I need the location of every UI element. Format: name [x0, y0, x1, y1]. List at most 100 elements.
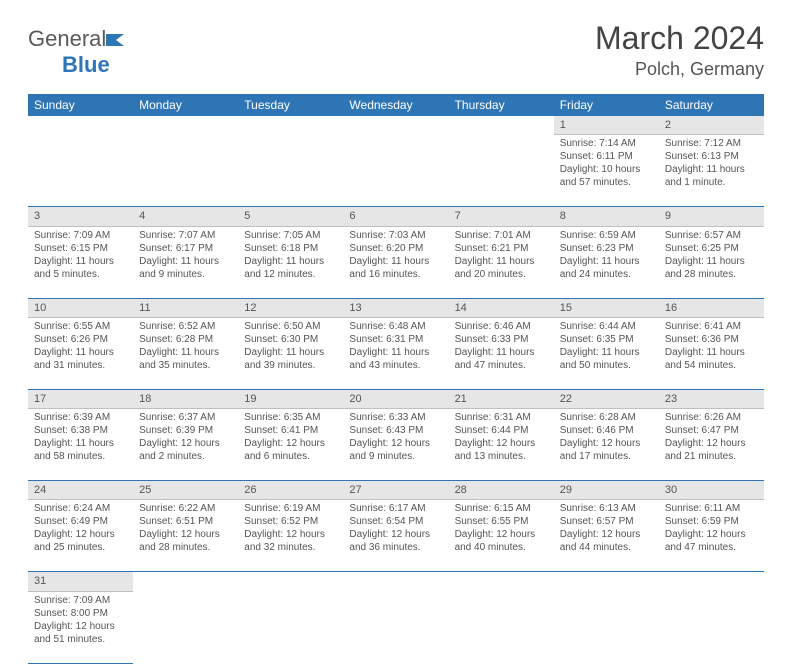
day-number-cell: 16 [659, 298, 764, 317]
day-detail-line: Sunrise: 6:13 AM [560, 502, 653, 515]
day-number-cell [238, 572, 343, 591]
week-row: Sunrise: 7:09 AMSunset: 8:00 PMDaylight:… [28, 591, 764, 663]
day-detail-cell: Sunrise: 6:39 AMSunset: 6:38 PMDaylight:… [28, 409, 133, 481]
day-detail-line: and 6 minutes. [244, 450, 337, 463]
day-detail-line: Sunrise: 6:28 AM [560, 411, 653, 424]
day-detail-line: Sunrise: 6:31 AM [455, 411, 548, 424]
day-number-cell: 24 [28, 481, 133, 500]
day-number-cell [659, 572, 764, 591]
day-detail-line: Daylight: 11 hours [665, 255, 758, 268]
day-detail-line: and 9 minutes. [349, 450, 442, 463]
day-detail-line: Sunset: 6:43 PM [349, 424, 442, 437]
day-detail-line: Sunset: 6:35 PM [560, 333, 653, 346]
page-title: March 2024 [595, 20, 764, 57]
day-detail-line: Daylight: 11 hours [349, 346, 442, 359]
day-detail-line: Daylight: 12 hours [139, 528, 232, 541]
day-number-cell [449, 572, 554, 591]
day-number-row: 10111213141516 [28, 298, 764, 317]
day-detail-line: and 2 minutes. [139, 450, 232, 463]
day-detail-line: and 28 minutes. [665, 268, 758, 281]
day-detail-line: Daylight: 12 hours [455, 437, 548, 450]
day-detail-line: Sunrise: 6:19 AM [244, 502, 337, 515]
day-detail-line: Sunrise: 7:09 AM [34, 594, 127, 607]
day-detail-line: Daylight: 11 hours [665, 346, 758, 359]
day-number-cell [133, 572, 238, 591]
day-detail-line: Daylight: 12 hours [560, 528, 653, 541]
day-detail-line: Daylight: 12 hours [34, 528, 127, 541]
day-detail-line: Sunrise: 7:05 AM [244, 229, 337, 242]
day-detail-line: Sunrise: 6:44 AM [560, 320, 653, 333]
day-number-cell: 4 [133, 207, 238, 226]
day-detail-cell [449, 591, 554, 663]
day-detail-line: and 50 minutes. [560, 359, 653, 372]
day-detail-cell: Sunrise: 6:44 AMSunset: 6:35 PMDaylight:… [554, 317, 659, 389]
week-row: Sunrise: 6:39 AMSunset: 6:38 PMDaylight:… [28, 409, 764, 481]
day-detail-line: and 51 minutes. [34, 633, 127, 646]
day-detail-line: Sunset: 6:31 PM [349, 333, 442, 346]
day-number-cell: 9 [659, 207, 764, 226]
day-detail-cell: Sunrise: 6:24 AMSunset: 6:49 PMDaylight:… [28, 500, 133, 572]
day-detail-cell: Sunrise: 6:31 AMSunset: 6:44 PMDaylight:… [449, 409, 554, 481]
day-number-row: 31 [28, 572, 764, 591]
day-detail-line: Daylight: 11 hours [349, 255, 442, 268]
day-detail-cell: Sunrise: 7:12 AMSunset: 6:13 PMDaylight:… [659, 135, 764, 207]
day-detail-cell [133, 135, 238, 207]
day-detail-line: Sunset: 8:00 PM [34, 607, 127, 620]
day-number-cell: 6 [343, 207, 448, 226]
day-detail-cell [343, 135, 448, 207]
day-number-cell [343, 572, 448, 591]
day-detail-line: Daylight: 11 hours [560, 255, 653, 268]
day-detail-cell: Sunrise: 6:28 AMSunset: 6:46 PMDaylight:… [554, 409, 659, 481]
day-detail-line: Daylight: 12 hours [244, 528, 337, 541]
day-detail-line: Sunrise: 7:03 AM [349, 229, 442, 242]
day-number-cell: 20 [343, 389, 448, 408]
day-number-cell [343, 116, 448, 135]
day-number-cell: 13 [343, 298, 448, 317]
day-number-cell: 15 [554, 298, 659, 317]
day-detail-line: and 24 minutes. [560, 268, 653, 281]
day-detail-line: Sunset: 6:54 PM [349, 515, 442, 528]
day-detail-line: Sunset: 6:39 PM [139, 424, 232, 437]
day-detail-line: Sunset: 6:41 PM [244, 424, 337, 437]
day-detail-cell: Sunrise: 7:07 AMSunset: 6:17 PMDaylight:… [133, 226, 238, 298]
day-header: Tuesday [238, 94, 343, 116]
day-detail-cell: Sunrise: 6:22 AMSunset: 6:51 PMDaylight:… [133, 500, 238, 572]
day-detail-line: Sunset: 6:13 PM [665, 150, 758, 163]
day-detail-cell: Sunrise: 6:13 AMSunset: 6:57 PMDaylight:… [554, 500, 659, 572]
day-detail-cell: Sunrise: 6:33 AMSunset: 6:43 PMDaylight:… [343, 409, 448, 481]
day-detail-line: Sunset: 6:46 PM [560, 424, 653, 437]
day-number-cell [554, 572, 659, 591]
day-detail-line: Sunrise: 6:22 AM [139, 502, 232, 515]
day-number-cell: 25 [133, 481, 238, 500]
day-number-cell [238, 116, 343, 135]
day-detail-line: Sunset: 6:18 PM [244, 242, 337, 255]
day-detail-line: Daylight: 11 hours [34, 437, 127, 450]
day-detail-line: Daylight: 12 hours [665, 437, 758, 450]
day-detail-line: Daylight: 12 hours [455, 528, 548, 541]
day-number-row: 12 [28, 116, 764, 135]
week-row: Sunrise: 6:24 AMSunset: 6:49 PMDaylight:… [28, 500, 764, 572]
day-detail-line: Sunset: 6:52 PM [244, 515, 337, 528]
day-detail-line: Sunset: 6:55 PM [455, 515, 548, 528]
day-detail-line: Sunset: 6:51 PM [139, 515, 232, 528]
logo-word1: General [28, 26, 106, 51]
day-detail-line: and 40 minutes. [455, 541, 548, 554]
day-detail-cell: Sunrise: 7:03 AMSunset: 6:20 PMDaylight:… [343, 226, 448, 298]
day-detail-cell [659, 591, 764, 663]
day-number-cell: 18 [133, 389, 238, 408]
day-detail-cell: Sunrise: 6:59 AMSunset: 6:23 PMDaylight:… [554, 226, 659, 298]
day-detail-line: Sunrise: 7:14 AM [560, 137, 653, 150]
day-detail-line: Sunset: 6:11 PM [560, 150, 653, 163]
day-detail-cell: Sunrise: 7:09 AMSunset: 8:00 PMDaylight:… [28, 591, 133, 663]
day-detail-line: Sunrise: 6:59 AM [560, 229, 653, 242]
day-detail-line: Sunrise: 6:17 AM [349, 502, 442, 515]
day-detail-line: and 13 minutes. [455, 450, 548, 463]
day-detail-line: and 1 minute. [665, 176, 758, 189]
day-detail-line: and 5 minutes. [34, 268, 127, 281]
day-number-cell [28, 116, 133, 135]
day-detail-cell [449, 135, 554, 207]
day-detail-line: Sunset: 6:57 PM [560, 515, 653, 528]
day-detail-cell: Sunrise: 6:11 AMSunset: 6:59 PMDaylight:… [659, 500, 764, 572]
day-detail-line: Daylight: 12 hours [349, 437, 442, 450]
day-detail-cell: Sunrise: 7:05 AMSunset: 6:18 PMDaylight:… [238, 226, 343, 298]
